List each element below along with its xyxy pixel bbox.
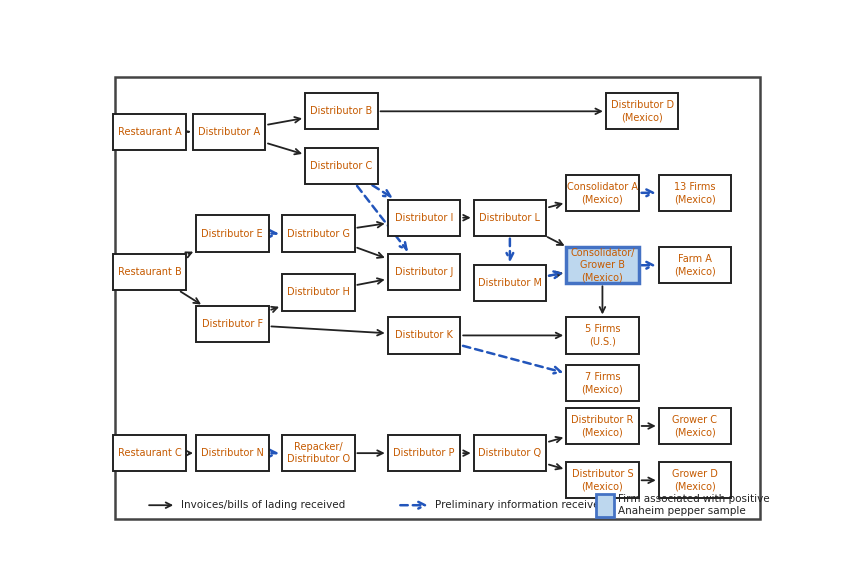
Bar xyxy=(566,462,638,499)
Text: Distributor D
(Mexico): Distributor D (Mexico) xyxy=(610,100,673,122)
Bar xyxy=(281,274,354,310)
Bar xyxy=(113,113,186,150)
Text: 13 Firms
(Mexico): 13 Firms (Mexico) xyxy=(673,182,715,204)
Bar xyxy=(387,199,460,236)
Text: Distributor C: Distributor C xyxy=(310,161,372,171)
Text: Restaurant C: Restaurant C xyxy=(118,448,181,458)
Text: Distributor F: Distributor F xyxy=(201,319,262,329)
Bar xyxy=(473,265,545,302)
Text: Distributor R
(Mexico): Distributor R (Mexico) xyxy=(571,415,633,437)
Bar xyxy=(387,435,460,471)
Text: Distributor I: Distributor I xyxy=(394,213,452,223)
Text: Distributor M: Distributor M xyxy=(477,278,541,288)
Bar xyxy=(305,148,377,183)
Text: Distributor J: Distributor J xyxy=(394,267,452,277)
Bar xyxy=(281,215,354,252)
Text: Grower C
(Mexico): Grower C (Mexico) xyxy=(671,415,717,437)
Text: Consolidator A
(Mexico): Consolidator A (Mexico) xyxy=(567,182,637,204)
Text: Distributor Q: Distributor Q xyxy=(478,448,541,458)
Bar xyxy=(658,408,730,444)
Bar xyxy=(196,306,268,342)
Text: 7 Firms
(Mexico): 7 Firms (Mexico) xyxy=(581,372,623,394)
Text: Distributor E: Distributor E xyxy=(201,229,262,239)
Text: 5 Firms
(U.S.): 5 Firms (U.S.) xyxy=(584,324,619,346)
Bar xyxy=(113,254,186,290)
Text: Distibutor K: Distibutor K xyxy=(394,330,452,340)
Bar xyxy=(566,175,638,211)
Text: Distributor G: Distributor G xyxy=(286,229,349,239)
Text: Restaurant B: Restaurant B xyxy=(118,267,181,277)
Text: Distributor S
(Mexico): Distributor S (Mexico) xyxy=(571,469,632,492)
Text: Consolidator/
Grower B
(Mexico): Consolidator/ Grower B (Mexico) xyxy=(569,248,634,283)
Text: Preliminary information received: Preliminary information received xyxy=(435,500,606,510)
Bar xyxy=(566,365,638,401)
Text: Invoices/bills of lading received: Invoices/bills of lading received xyxy=(181,500,344,510)
Bar xyxy=(473,199,545,236)
Text: Firm associated with positive
Anaheim pepper sample: Firm associated with positive Anaheim pe… xyxy=(618,494,769,516)
Text: Grower D
(Mexico): Grower D (Mexico) xyxy=(671,469,717,492)
Bar xyxy=(566,408,638,444)
Bar xyxy=(605,93,677,129)
Text: Distributor B: Distributor B xyxy=(310,106,372,116)
Bar xyxy=(196,435,268,471)
Text: Distributor P: Distributor P xyxy=(393,448,454,458)
Bar xyxy=(113,435,186,471)
Bar xyxy=(281,435,354,471)
Bar xyxy=(473,435,545,471)
Bar xyxy=(566,247,638,283)
Bar xyxy=(196,215,268,252)
Bar xyxy=(658,247,730,283)
Bar xyxy=(595,494,613,516)
Text: Restaurant A: Restaurant A xyxy=(118,126,181,136)
Text: Distributor N: Distributor N xyxy=(200,448,263,458)
Text: Farm A
(Mexico): Farm A (Mexico) xyxy=(673,254,715,276)
Bar xyxy=(658,462,730,499)
Text: Distributor A: Distributor A xyxy=(198,126,260,136)
Text: Distributor H: Distributor H xyxy=(286,288,349,298)
Bar xyxy=(566,318,638,353)
Text: Distributor L: Distributor L xyxy=(479,213,540,223)
Bar xyxy=(387,318,460,353)
Bar xyxy=(305,93,377,129)
Text: Repacker/
Distributor O: Repacker/ Distributor O xyxy=(286,442,349,465)
Bar xyxy=(658,175,730,211)
Bar xyxy=(193,113,265,150)
Bar xyxy=(387,254,460,290)
